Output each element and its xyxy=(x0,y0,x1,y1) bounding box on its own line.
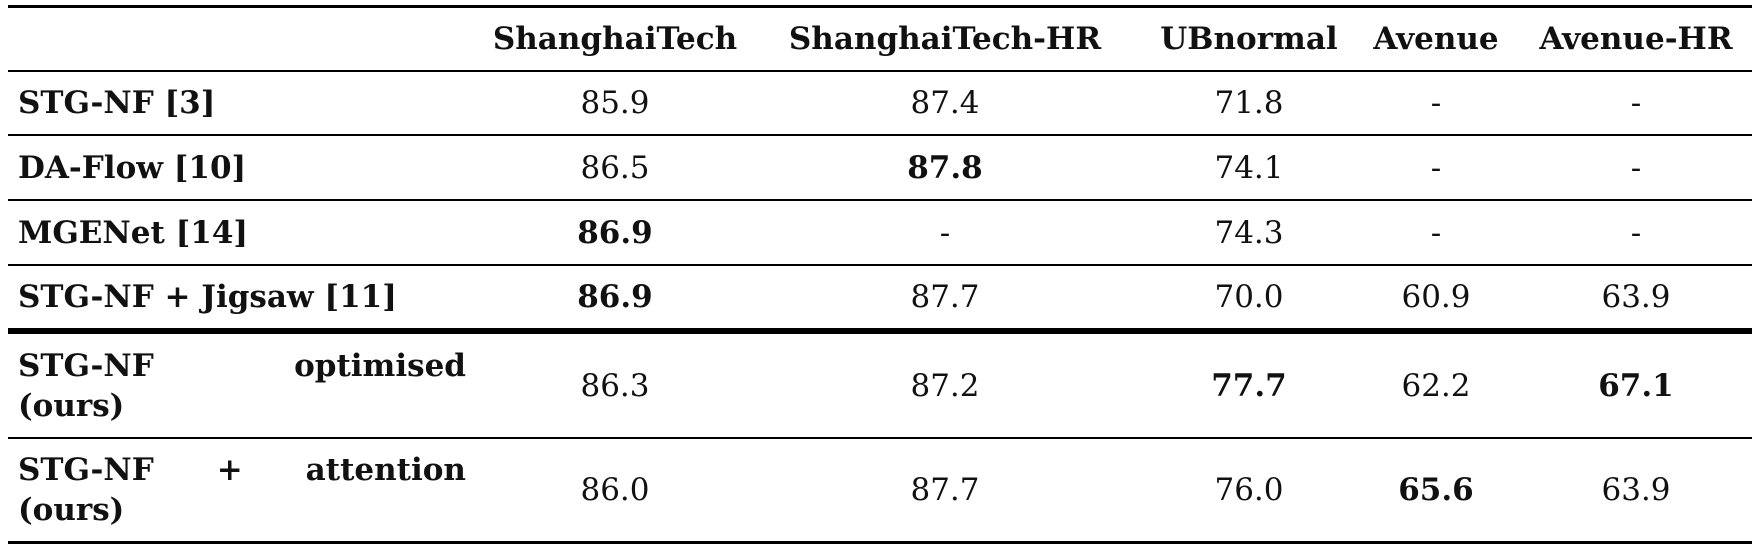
table-cell: 86.3 xyxy=(580,367,650,404)
table-cell: 63.9 xyxy=(1601,472,1671,508)
table-cell: 87.2 xyxy=(910,367,980,404)
table-cell: 87.7 xyxy=(910,279,980,315)
table-cell: 70.0 xyxy=(1214,279,1284,315)
table-cell: 87.8 xyxy=(907,149,983,186)
row-label-line: STG-NF + attention xyxy=(18,450,466,490)
row-label-part: attention xyxy=(305,452,466,488)
table-cell: 86.9 xyxy=(577,214,653,251)
column-header: Avenue-HR xyxy=(1539,21,1733,57)
row-label-line: STG-NF optimised xyxy=(18,346,466,386)
column-header: Avenue xyxy=(1373,21,1499,57)
table-cell: 67.1 xyxy=(1598,367,1674,404)
row-label-part: + xyxy=(216,452,243,488)
table-cell: 63.9 xyxy=(1601,279,1671,315)
header-rule xyxy=(8,70,1752,72)
row-label-line: (ours) xyxy=(18,490,466,530)
row-label-part: STG-NF xyxy=(18,452,154,488)
table-cell: - xyxy=(1630,214,1642,251)
table-cell: 85.9 xyxy=(580,85,650,121)
table-cell: 77.7 xyxy=(1211,367,1287,404)
table-cell: 74.1 xyxy=(1214,149,1284,186)
row-label-part: (ours) xyxy=(18,492,125,528)
table-cell: 86.5 xyxy=(580,149,650,186)
table-cell: - xyxy=(1430,85,1442,121)
table-cell: - xyxy=(1430,214,1442,251)
table-cell: - xyxy=(939,214,951,251)
row-label: STG-NF + attention (ours) xyxy=(18,439,466,541)
top-rule xyxy=(8,5,1752,8)
row-label-line: (ours) xyxy=(18,386,466,426)
table-cell: 62.2 xyxy=(1401,367,1471,404)
row-rule xyxy=(8,264,1752,266)
table-cell: - xyxy=(1430,149,1442,186)
table-cell: 86.9 xyxy=(577,279,653,315)
table-cell: 71.8 xyxy=(1214,85,1284,121)
row-label: STG-NF [3] xyxy=(18,85,216,121)
table-cell: 65.6 xyxy=(1398,472,1474,508)
table-cell: 74.3 xyxy=(1214,214,1284,251)
bottom-rule xyxy=(8,541,1752,544)
row-rule xyxy=(8,437,1752,439)
table-cell: 60.9 xyxy=(1401,279,1471,315)
row-label: STG-NF optimised (ours) xyxy=(18,334,466,437)
row-label: STG-NF + Jigsaw [11] xyxy=(18,279,397,315)
row-label: MGENet [14] xyxy=(18,214,249,251)
column-header: UBnormal xyxy=(1160,21,1338,57)
row-label-part: optimised xyxy=(294,347,466,384)
row-label: DA-Flow [10] xyxy=(18,149,247,186)
table-cell: 87.4 xyxy=(910,85,980,121)
thick-rule xyxy=(8,328,1752,334)
column-header: ShanghaiTech xyxy=(492,21,738,57)
row-label-part: (ours) xyxy=(18,387,125,424)
table-cell: 76.0 xyxy=(1214,472,1284,508)
column-header: ShanghaiTech-HR xyxy=(788,21,1102,57)
row-rule xyxy=(8,199,1752,201)
row-label-part: STG-NF xyxy=(18,347,154,384)
table-cell: - xyxy=(1630,149,1642,186)
table-cell: - xyxy=(1630,85,1642,121)
table-cell: 87.7 xyxy=(910,472,980,508)
table-cell: 86.0 xyxy=(580,472,650,508)
row-rule xyxy=(8,134,1752,136)
